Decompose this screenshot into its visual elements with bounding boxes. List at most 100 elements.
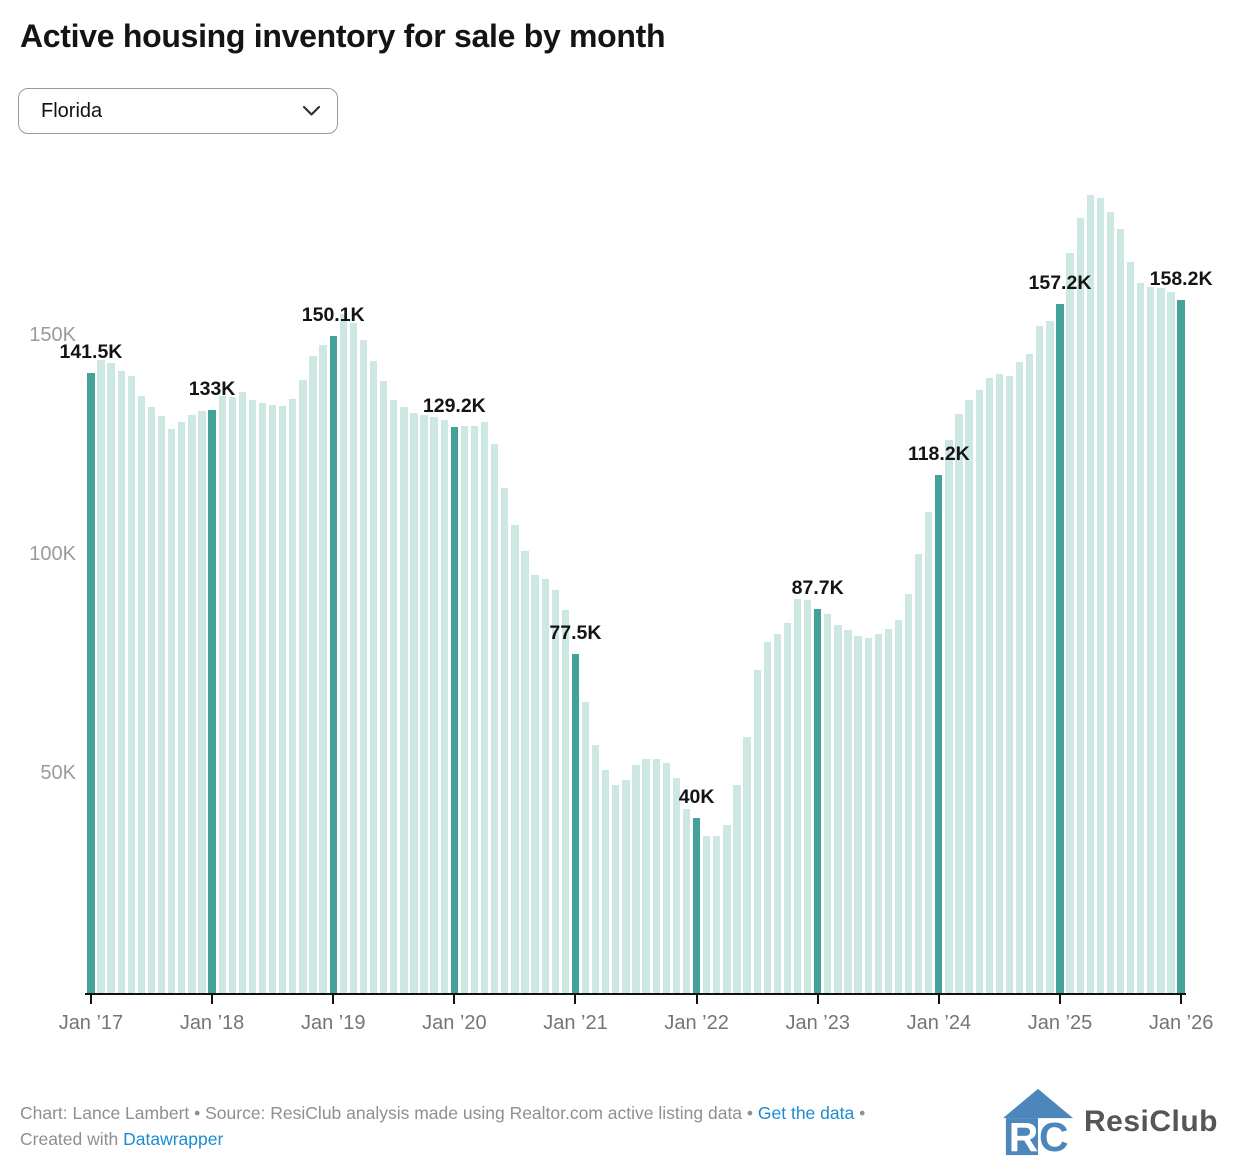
bar-month: [178, 421, 186, 993]
value-annotation: 40K: [678, 785, 715, 808]
page-title: Active housing inventory for sale by mon…: [20, 18, 666, 54]
bar-month: [107, 363, 115, 993]
bar-month: [258, 402, 267, 993]
bar-month: [622, 780, 630, 993]
bar-month: [309, 356, 317, 993]
bar-month: [854, 636, 862, 993]
bar-month: [279, 406, 287, 993]
value-annotation: 129.2K: [422, 395, 486, 418]
bar-month: [894, 619, 903, 993]
bar-month: [541, 579, 549, 993]
bar-month: [602, 769, 610, 993]
bar-month: [299, 380, 307, 993]
bar-month: [430, 417, 438, 993]
x-axis-tick: [89, 995, 92, 1004]
bar-month: [975, 389, 983, 993]
bar-highlighted-january: [329, 335, 337, 993]
bar-month: [349, 322, 358, 993]
bar-month: [592, 744, 600, 993]
bar-month: [127, 376, 135, 993]
bar-month: [793, 599, 802, 993]
bar-month: [157, 415, 166, 993]
bar-month: [904, 593, 913, 993]
resiclub-logo: R C ResiClub: [1002, 1086, 1218, 1158]
bar-month: [268, 405, 277, 993]
bar-month: [662, 763, 670, 993]
x-axis-label: Jan ’19: [300, 1012, 366, 1034]
x-axis-tick: [1058, 995, 1061, 1004]
bar-month: [1106, 211, 1115, 993]
value-annotation: 118.2K: [907, 443, 970, 466]
x-axis-label: Jan ’23: [785, 1012, 850, 1034]
x-axis-tick: [1180, 995, 1183, 1004]
bar-month: [1147, 286, 1155, 993]
bar-highlighted-january: [1056, 304, 1064, 993]
bar-month: [1116, 228, 1125, 993]
bar-highlighted-january: [1177, 300, 1185, 993]
bar-highlighted-january: [935, 475, 943, 993]
bar-month: [1167, 292, 1175, 993]
bar-month: [783, 622, 792, 993]
value-annotation: 87.7K: [791, 576, 844, 599]
x-axis-label: Jan ’25: [1027, 1012, 1093, 1034]
bar-month: [824, 613, 832, 993]
y-axis-label: 100K: [29, 543, 76, 565]
bar-month: [410, 413, 418, 993]
bar-month: [319, 345, 327, 993]
bar-month: [198, 410, 206, 993]
bar-month: [844, 630, 852, 993]
footer-text: Chart: Lance Lambert • Source: ResiClub …: [20, 1103, 758, 1123]
resiclub-logo-icon: R C: [1002, 1086, 1074, 1158]
bar-highlighted-january: [208, 410, 216, 993]
bar-month: [551, 590, 559, 993]
bar-month: [228, 397, 236, 993]
x-axis-label: Jan ’21: [543, 1012, 608, 1034]
bar-month: [581, 702, 590, 993]
bar-month: [440, 419, 448, 993]
bar-month: [713, 836, 721, 993]
bar-month: [380, 381, 388, 993]
bar-month: [117, 371, 125, 993]
bar-month: [521, 551, 529, 993]
bar-month: [97, 360, 105, 993]
bar-month: [682, 808, 691, 993]
bar-month: [723, 825, 731, 993]
bar-month: [612, 784, 620, 993]
x-axis-label: Jan ’20: [422, 1012, 487, 1034]
bar-month: [289, 398, 297, 993]
svg-text:C: C: [1039, 1114, 1069, 1158]
bar-month: [147, 406, 156, 993]
value-annotation: 158.2K: [1149, 268, 1213, 291]
x-axis-label: Jan ’22: [664, 1012, 729, 1034]
bar-month: [874, 633, 882, 993]
datawrapper-link[interactable]: Datawrapper: [123, 1128, 224, 1149]
bar-month: [834, 624, 842, 993]
bar-month: [965, 399, 973, 993]
bar-month: [470, 426, 479, 993]
bar-month: [460, 426, 469, 993]
bar-month: [1076, 217, 1084, 993]
bar-month: [672, 777, 681, 993]
bar-month: [218, 395, 226, 993]
bar-month: [501, 487, 509, 993]
bar-month: [238, 392, 246, 993]
x-axis-tick: [211, 995, 214, 1004]
bar-chart: Jan ’17 Jan ’18 Jan ’19 Jan ’20 Jan ’21 Jan ’…: [0, 150, 1234, 1050]
bar-month: [773, 634, 781, 993]
x-axis-label: Jan ’26: [1148, 1012, 1214, 1034]
bar-month: [1015, 361, 1024, 993]
bar-month: [390, 400, 398, 993]
get-the-data-link[interactable]: Get the data: [757, 1103, 855, 1123]
x-axis-label: Jan ’17: [58, 1012, 124, 1034]
value-annotation: 150.1K: [301, 303, 365, 326]
bar-month: [1005, 375, 1014, 993]
bar-month: [753, 669, 761, 993]
x-axis-label: Jan ’18: [179, 1012, 245, 1034]
bar-month: [420, 415, 428, 993]
bar-month: [1157, 287, 1165, 993]
bar-month: [945, 439, 953, 993]
bar-month: [369, 360, 378, 993]
region-dropdown[interactable]: Florida: [18, 88, 338, 134]
bar-month: [561, 610, 569, 993]
